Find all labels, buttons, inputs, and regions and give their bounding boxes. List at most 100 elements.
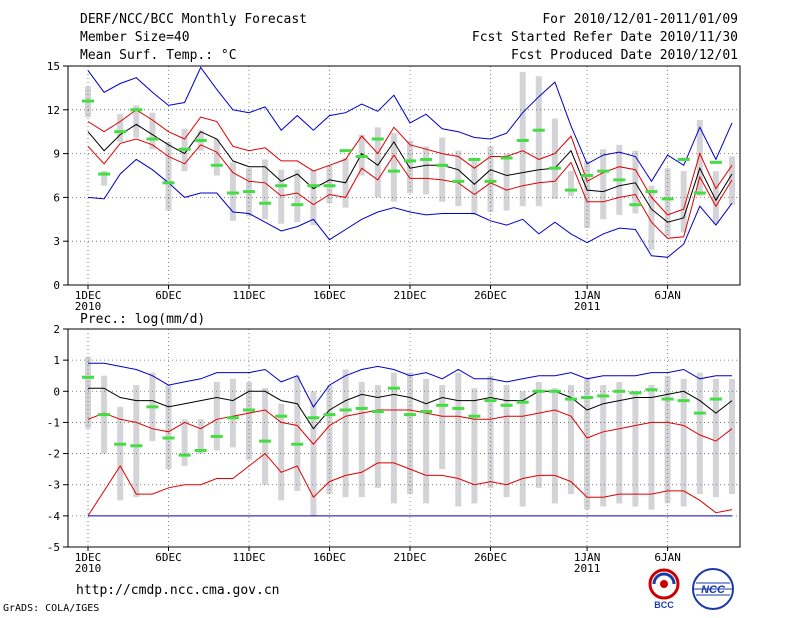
ensemble-box <box>696 372 703 495</box>
obs-marker <box>387 169 400 173</box>
ensemble-box <box>439 385 446 470</box>
ensemble-box <box>535 76 542 207</box>
ensemble-box <box>616 381 623 504</box>
ensemble-box <box>712 171 719 224</box>
ensemble-box <box>471 388 478 504</box>
ensemble-box <box>390 372 397 504</box>
y-tick-label: -4 <box>47 510 61 523</box>
variable-label: Mean Surf. Temp.: °C <box>80 48 237 63</box>
x-tick-year: 2010 <box>75 562 102 575</box>
ensemble-box <box>568 171 574 196</box>
series-max <box>88 362 732 408</box>
obs-marker <box>307 416 320 420</box>
ensemble-box <box>85 357 91 429</box>
obs-marker <box>146 405 159 409</box>
series-lower <box>87 138 733 239</box>
plot-frame <box>67 328 741 548</box>
obs-marker <box>194 138 207 142</box>
ensemble-box <box>278 169 285 224</box>
obs-marker <box>484 179 497 183</box>
x-tick-label: 11DEC <box>232 289 265 302</box>
ensemble-box <box>648 185 655 250</box>
ensemble-box <box>584 378 591 510</box>
obs-marker <box>178 453 191 457</box>
obs-marker <box>98 172 111 176</box>
obs-marker <box>291 203 304 207</box>
ensemble-box <box>133 105 140 138</box>
obs-marker <box>452 406 465 410</box>
y-tick-label: -5 <box>47 541 60 554</box>
obs-marker <box>226 191 239 195</box>
series-max <box>87 66 733 183</box>
obs-marker <box>548 166 561 170</box>
obs-marker <box>548 389 561 393</box>
obs-marker <box>645 190 658 194</box>
ensemble-box <box>600 149 607 220</box>
obs-marker <box>82 99 94 103</box>
obs-marker <box>178 147 191 151</box>
x-tick-label: 26DEC <box>474 289 507 302</box>
ensemble-box <box>503 385 510 498</box>
obs-marker <box>339 408 352 412</box>
x-tick-label: 6DEC <box>155 289 182 302</box>
forecast-start-date: Fcst Started Refer Date 2010/11/30 <box>471 30 738 45</box>
ensemble-box <box>229 378 236 448</box>
obs-marker <box>339 149 352 153</box>
obs-marker <box>130 108 143 112</box>
obs-marker <box>693 191 706 195</box>
ensemble-box <box>600 385 607 507</box>
obs-marker <box>371 137 384 141</box>
panel-title: Prec.: log(mm/d) <box>80 312 205 327</box>
x-tick-label: 1JAN <box>574 289 601 302</box>
plot-frame <box>67 65 741 286</box>
obs-marker <box>130 444 143 448</box>
obs-marker <box>243 408 255 412</box>
obs-marker <box>323 413 336 417</box>
ensemble-box <box>423 146 430 195</box>
ensemble-box <box>503 153 510 211</box>
ensemble-box <box>632 391 639 507</box>
x-tick-label: 21DEC <box>393 551 426 564</box>
ensemble-box <box>262 159 269 220</box>
obs-marker <box>613 178 626 182</box>
obs-marker <box>114 442 127 446</box>
ensemble-box <box>632 150 639 214</box>
obs-marker <box>420 157 433 161</box>
obs-marker <box>613 389 626 393</box>
source-url[interactable]: http://cmdp.ncc.cma.gov.cn <box>76 583 280 598</box>
y-tick-label: 0 <box>53 385 60 398</box>
ensemble-box <box>294 169 301 223</box>
ensemble-box <box>165 141 172 211</box>
y-tick-label: 12 <box>47 104 60 117</box>
obs-marker <box>162 436 175 440</box>
ensemble-box <box>729 378 735 495</box>
obs-marker <box>259 439 272 443</box>
obs-marker <box>500 156 513 160</box>
bcc-logo: BCC <box>648 568 680 610</box>
ncc-logo-text: NCC <box>701 584 726 596</box>
x-tick-label: 1JAN <box>574 551 601 564</box>
ensemble-box <box>262 388 269 485</box>
y-tick-label: -1 <box>47 416 60 429</box>
obs-marker <box>146 137 159 141</box>
ensemble-box <box>455 372 462 507</box>
obs-marker <box>597 394 610 398</box>
obs-marker <box>452 179 465 183</box>
y-tick-label: 3 <box>53 235 60 248</box>
obs-marker <box>162 181 175 185</box>
ensemble-box <box>455 150 462 207</box>
ensemble-box <box>471 160 478 215</box>
x-tick-label: 16DEC <box>313 551 346 564</box>
ensemble-box <box>439 137 446 202</box>
ensemble-box <box>326 385 333 495</box>
obs-marker <box>404 413 416 417</box>
ensemble-box <box>246 381 252 460</box>
y-tick-label: 6 <box>53 191 60 204</box>
ensemble-box <box>487 375 494 488</box>
obs-marker <box>468 157 481 161</box>
ensemble-box <box>294 375 301 491</box>
x-tick-year: 2011 <box>574 562 601 575</box>
ensemble-box <box>423 378 430 504</box>
